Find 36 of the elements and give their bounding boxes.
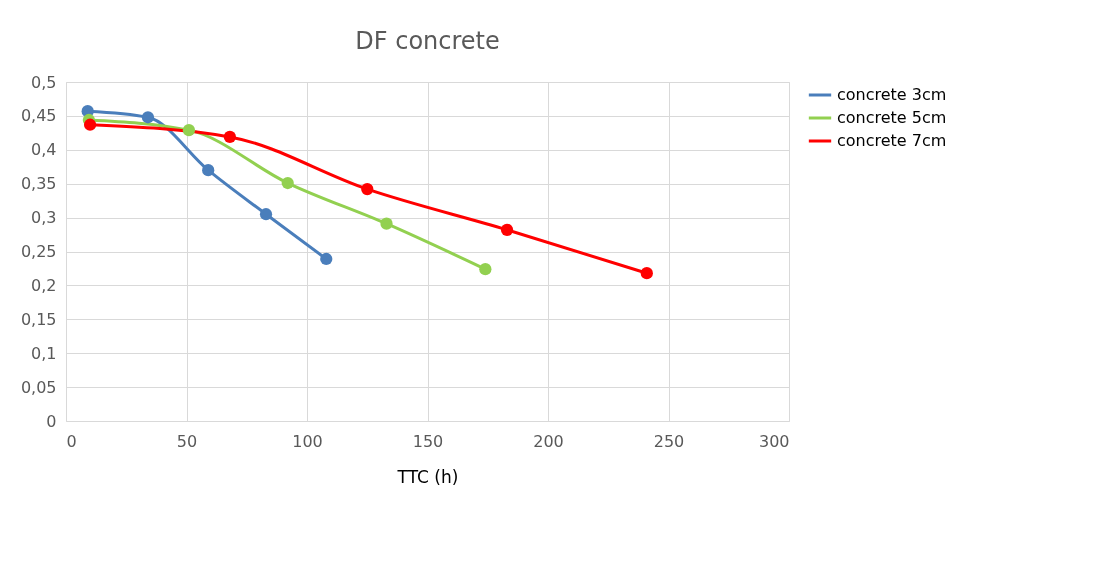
point [202, 164, 215, 177]
x-tick-label: 0 [66, 431, 77, 451]
x-tick-label: 50 [176, 431, 198, 451]
y-tick-label: 0,4 [31, 140, 57, 160]
point [500, 223, 514, 236]
y-tick-label: 0,05 [20, 377, 57, 397]
legend-label: concrete 5cm [837, 108, 947, 127]
legend-label: concrete 7cm [837, 131, 947, 150]
x-tick-label: 150 [412, 431, 444, 451]
point [223, 130, 236, 144]
point [259, 208, 273, 221]
point [640, 267, 653, 280]
point [479, 263, 492, 276]
y-tick-label: 0,3 [31, 208, 57, 228]
x-tick-label: 100 [292, 431, 323, 451]
point [182, 124, 196, 137]
point [380, 217, 393, 230]
y-tick-label: 0,5 [31, 72, 57, 92]
x-tick-label: 200 [533, 431, 564, 451]
legend-label: concrete 3cm [837, 85, 947, 104]
point [141, 111, 155, 124]
y-tick-label: 0,45 [20, 106, 57, 126]
x-tick-label: 250 [653, 431, 685, 451]
x-tick-label: 300 [758, 431, 790, 451]
point [361, 183, 374, 196]
point [281, 176, 294, 190]
point [320, 252, 333, 266]
y-tick-label: 0 [46, 411, 57, 431]
y-tick-label: 0,2 [31, 275, 57, 295]
chart-title: DF concrete [355, 27, 500, 55]
x-axis-title: TTC (h) [396, 466, 459, 487]
point [83, 118, 97, 131]
y-tick-label: 0,35 [20, 174, 57, 194]
y-tick-label: 0,15 [20, 309, 57, 329]
y-tick-label: 0,1 [31, 343, 57, 363]
y-tick-label: 0,25 [20, 242, 57, 261]
